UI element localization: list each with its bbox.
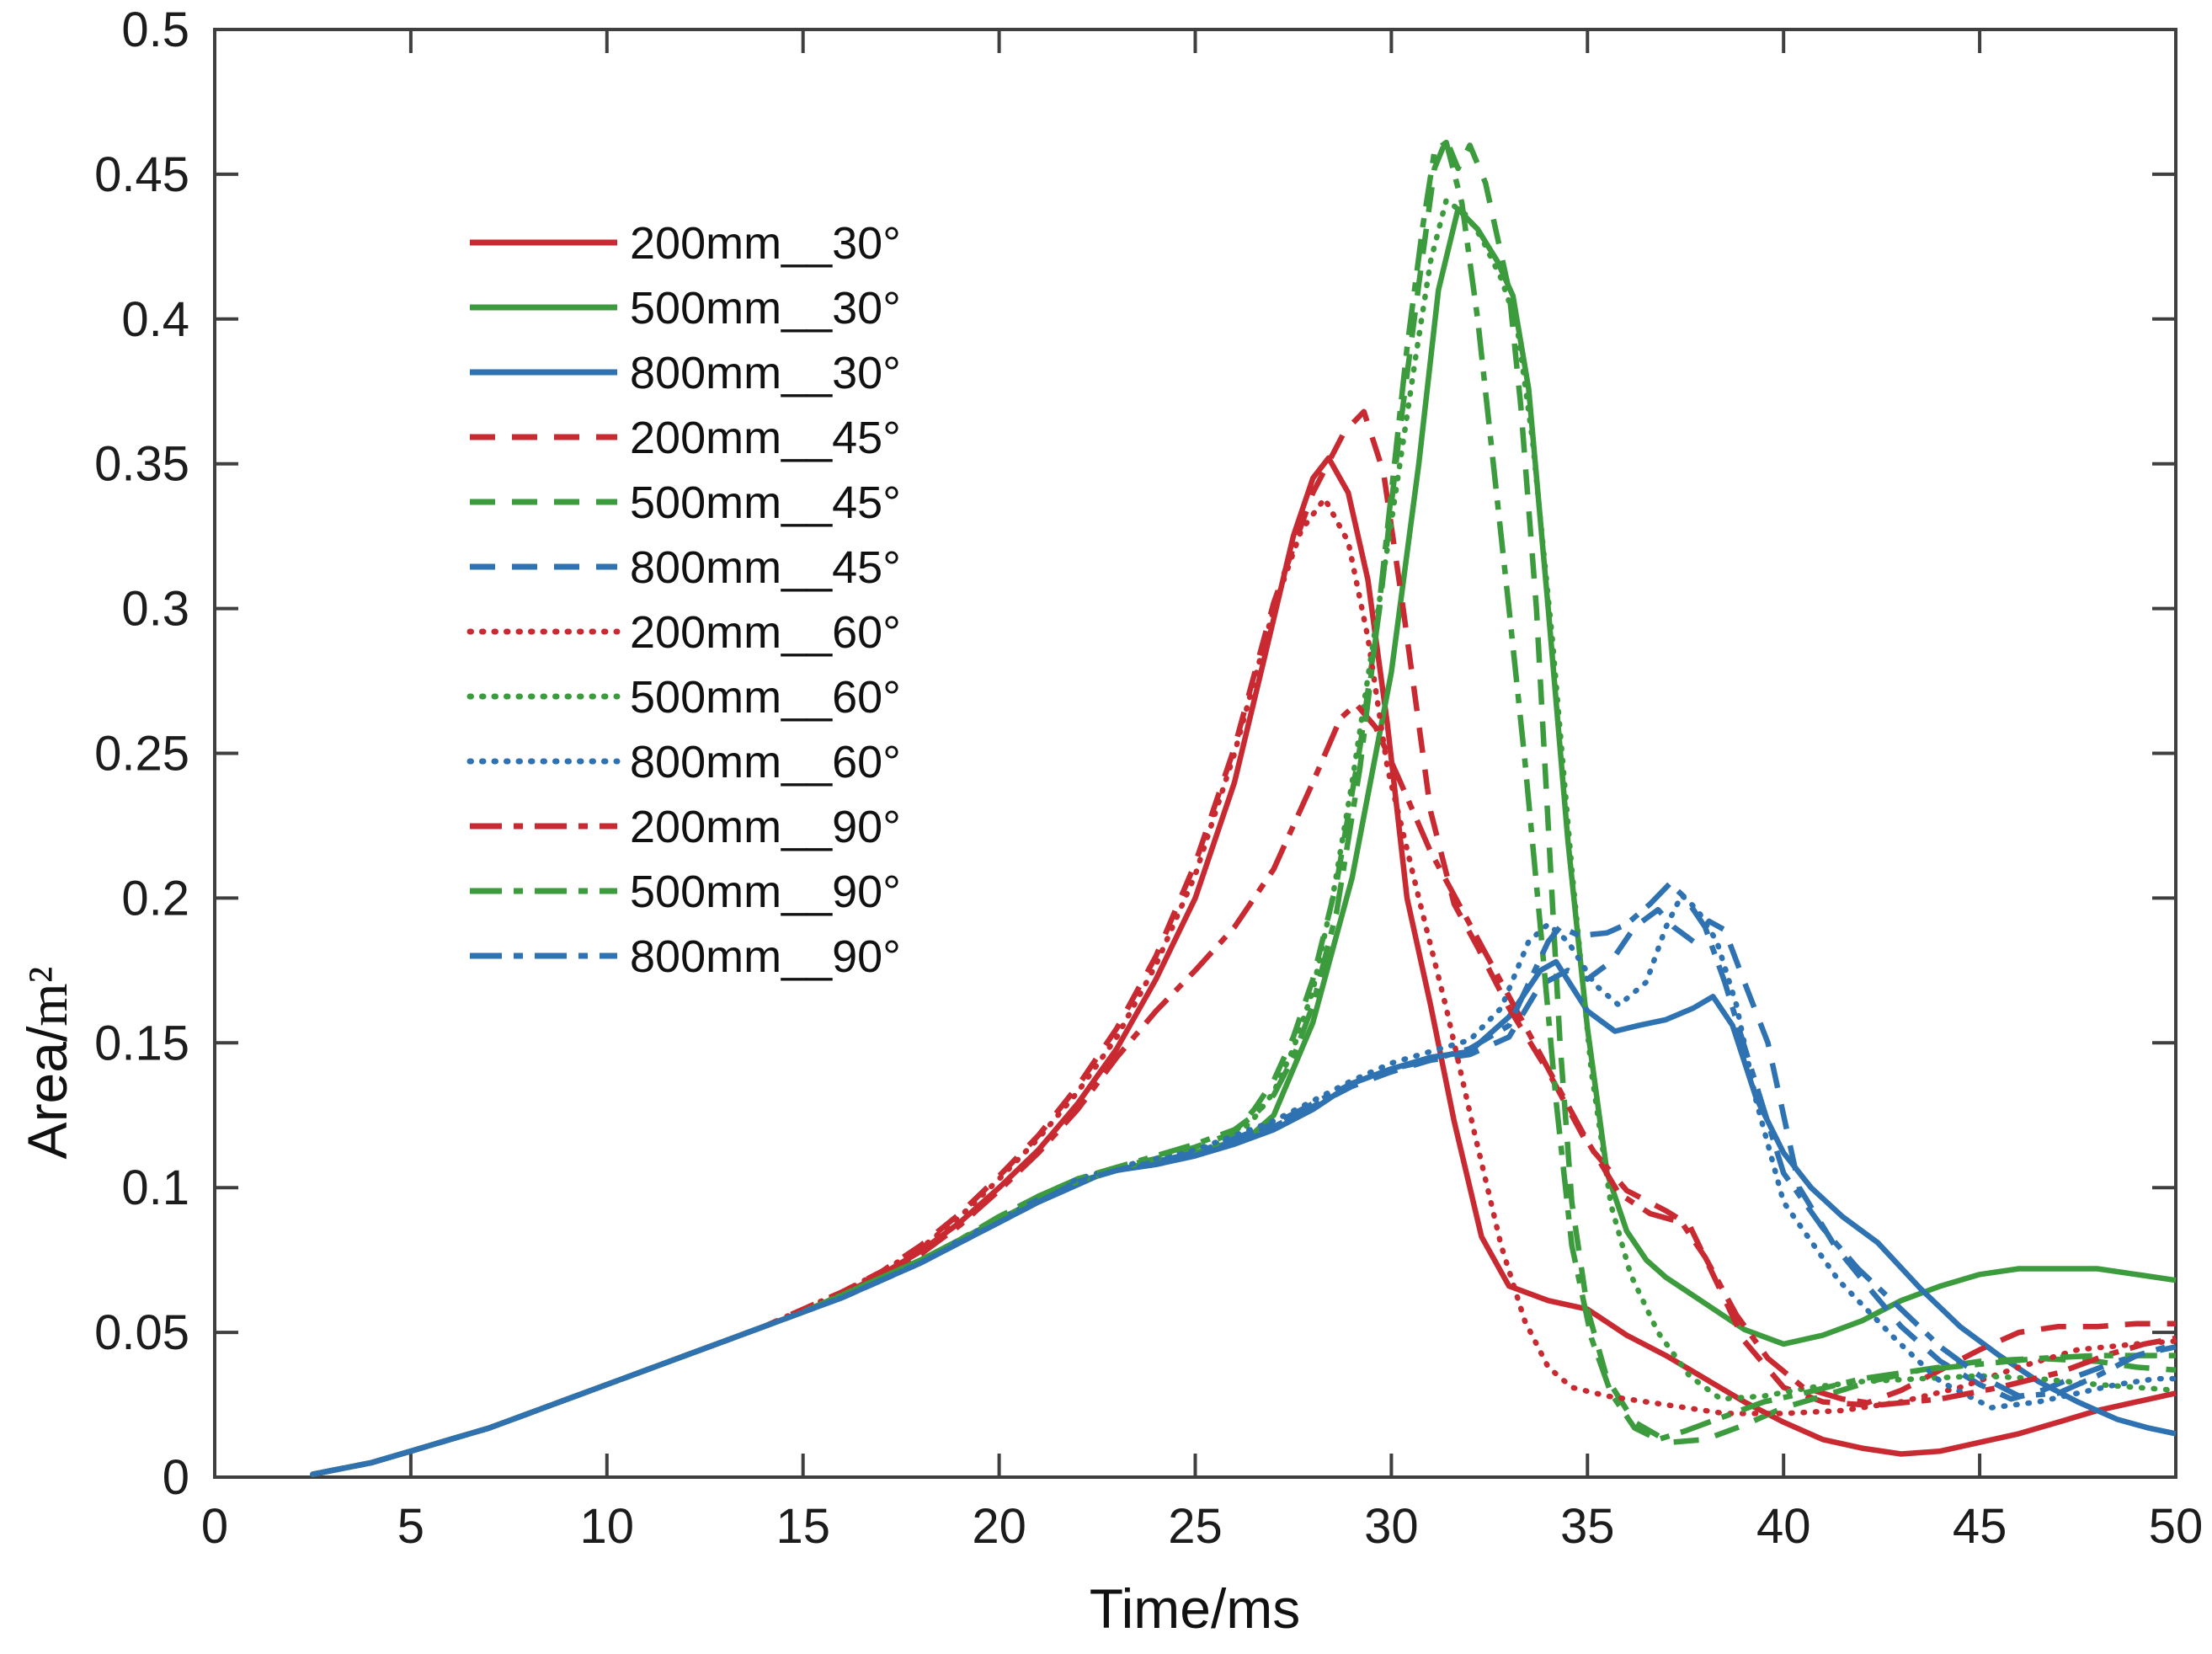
series-line-200mm-90-	[312, 701, 2177, 1477]
x-tick-label: 40	[1756, 1499, 1811, 1554]
legend-label: 200mm__90°	[630, 802, 901, 852]
series-line-500mm-30-	[312, 205, 2177, 1477]
legend-label: 500mm__30°	[630, 283, 901, 333]
series-line-200mm-45-	[312, 408, 2176, 1477]
x-tick-label: 45	[1953, 1499, 2007, 1554]
y-tick-label: 0.2	[121, 871, 189, 926]
legend-label: 200mm__30°	[630, 218, 901, 269]
series-line-200mm-60-	[310, 495, 2179, 1477]
y-tick-label: 0.25	[94, 727, 189, 782]
y-tick-label: 0.35	[94, 437, 189, 492]
y-axis-label-quantity: Area/	[16, 1026, 78, 1160]
x-tick-label: 25	[1168, 1499, 1223, 1554]
legend-label: 200mm__60°	[630, 607, 901, 658]
legend-label: 800mm__45°	[630, 542, 901, 593]
series-line-800mm-90-	[312, 880, 2177, 1477]
legend-label: 500mm__60°	[630, 672, 901, 723]
y-tick-label: 0.3	[121, 582, 189, 637]
x-tick-label: 30	[1364, 1499, 1419, 1554]
x-tick-label: 5	[397, 1499, 424, 1554]
y-tick-label: 0.5	[121, 3, 189, 57]
legend-label: 800mm__90°	[630, 931, 901, 982]
y-tick-label: 0.4	[121, 292, 189, 347]
legend-label: 800mm__30°	[630, 348, 901, 398]
y-axis-label-unit: m²	[18, 966, 79, 1027]
x-axis-label: Time/ms	[1089, 1577, 1301, 1640]
legend-label: 800mm__60°	[630, 737, 901, 787]
legend-label: 200mm__45°	[630, 413, 901, 463]
series-line-800mm-30-	[312, 958, 2177, 1477]
y-axis-label: Area/m²	[15, 967, 81, 1160]
x-tick-label: 50	[2149, 1499, 2204, 1554]
y-tick-label: 0.1	[121, 1160, 189, 1215]
series-line-500mm-90-	[312, 139, 2176, 1477]
y-tick-label: 0.15	[94, 1016, 189, 1070]
y-tick-label: 0.05	[94, 1305, 189, 1360]
y-tick-label: 0.45	[94, 147, 189, 202]
x-tick-label: 10	[580, 1499, 635, 1554]
legend-label: 500mm__45°	[630, 478, 901, 528]
x-tick-label: 35	[1560, 1499, 1615, 1554]
y-tick-label: 0	[163, 1450, 189, 1505]
series-line-500mm-45-	[312, 136, 2177, 1477]
plot-frame	[213, 28, 2177, 1479]
series-line-800mm-60-	[310, 892, 2179, 1477]
x-tick-label: 0	[201, 1499, 228, 1554]
series-line-500mm-60-	[310, 197, 2179, 1477]
x-tick-label: 15	[776, 1499, 830, 1554]
series-line-200mm-30-	[312, 455, 2177, 1477]
legend-label: 500mm__90°	[630, 867, 901, 917]
x-tick-label: 20	[972, 1499, 1026, 1554]
